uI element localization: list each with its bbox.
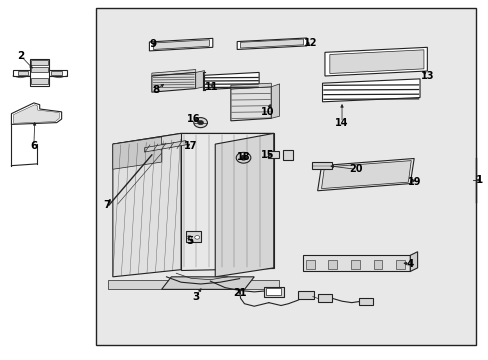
Polygon shape [153,40,209,49]
Text: 5: 5 [186,236,193,246]
Circle shape [236,152,250,163]
Bar [328,260,337,269]
Text: 20: 20 [348,164,362,174]
Bar [350,260,359,269]
Bar [96,8,475,345]
Circle shape [197,121,203,125]
Polygon shape [113,134,181,277]
Text: 12: 12 [303,38,316,48]
Polygon shape [230,87,271,121]
Polygon shape [149,39,212,51]
Text: 15: 15 [261,150,274,160]
Text: 16: 16 [186,114,200,124]
Polygon shape [322,79,419,102]
Bar [31,78,48,84]
Polygon shape [325,47,427,76]
Text: 21: 21 [232,288,246,298]
Text: 9: 9 [149,39,156,49]
Polygon shape [311,162,331,169]
Polygon shape [267,151,278,158]
Bar [358,298,372,305]
Polygon shape [271,84,279,118]
Circle shape [186,235,191,239]
Circle shape [194,235,199,239]
Polygon shape [329,50,423,73]
Polygon shape [113,134,273,144]
Polygon shape [303,255,409,271]
Circle shape [193,118,207,128]
Bar [317,294,331,302]
Bar [395,260,404,269]
Text: 17: 17 [184,141,197,151]
Polygon shape [11,103,61,125]
Text: 1: 1 [475,175,482,185]
Text: 14: 14 [335,118,348,128]
Polygon shape [215,134,273,277]
Bar [30,59,49,86]
Bar [282,150,293,160]
Text: 13: 13 [420,71,433,81]
Bar [373,260,382,269]
Bar [298,291,313,299]
Circle shape [240,156,246,160]
Text: 7: 7 [103,200,110,210]
Polygon shape [152,69,195,76]
Polygon shape [152,72,195,92]
Polygon shape [113,137,161,169]
Bar [18,71,28,75]
Bar [51,71,61,75]
Polygon shape [240,39,303,48]
Polygon shape [317,158,413,191]
Bar [185,231,200,242]
Bar [266,288,281,296]
Polygon shape [195,71,204,89]
Bar [264,287,283,297]
Text: 8: 8 [152,85,159,95]
Polygon shape [409,252,417,271]
Text: 3: 3 [192,292,199,302]
Polygon shape [181,134,273,270]
Polygon shape [237,38,306,49]
Polygon shape [230,83,271,89]
Text: 18: 18 [236,152,250,162]
Polygon shape [161,277,254,289]
Polygon shape [144,140,185,152]
Bar [13,69,66,76]
Bar [31,67,48,72]
Text: 19: 19 [407,177,420,187]
Polygon shape [13,105,59,123]
Text: 11: 11 [204,82,218,92]
Bar [305,260,314,269]
Polygon shape [204,72,259,90]
Polygon shape [108,280,278,289]
Text: 6: 6 [30,141,38,151]
Polygon shape [321,161,410,189]
Text: 4: 4 [406,259,413,269]
Text: 10: 10 [261,107,274,117]
Text: 2: 2 [18,51,25,61]
Bar [31,59,48,65]
